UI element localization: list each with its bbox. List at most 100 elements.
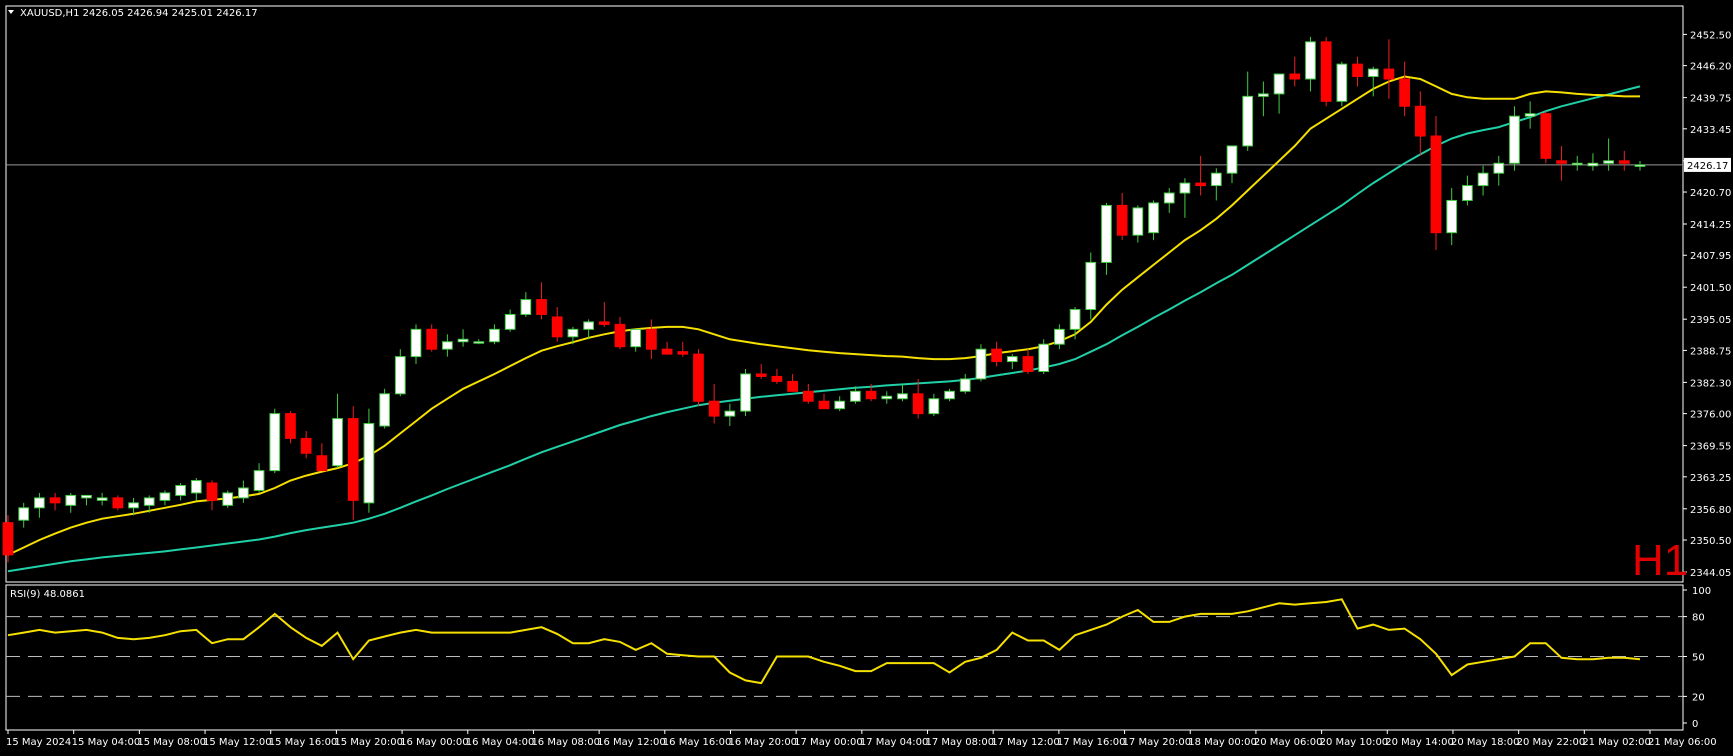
- rsi-header: RSI(9) 48.0861: [10, 589, 85, 600]
- candle-body-bull: [379, 393, 390, 427]
- candle-body-bull: [975, 348, 987, 380]
- slow-moving-average-line: [7, 85, 1641, 573]
- candle-body-bear: [771, 375, 783, 382]
- candle-body-bear: [1352, 63, 1363, 78]
- candle: [646, 319, 657, 360]
- candle: [850, 386, 861, 404]
- moving-averages-layer: [7, 75, 1641, 573]
- candle: [1054, 324, 1065, 350]
- header-dropdown-icon[interactable]: [8, 10, 14, 14]
- x-tick-label: 21 May 02:00: [1582, 737, 1651, 748]
- rsi-tick-label: 20: [1692, 692, 1705, 703]
- y-tick-label: 2414.25: [1690, 220, 1731, 231]
- candle-body-bull: [1258, 93, 1269, 97]
- candle: [677, 341, 689, 357]
- candle-body-bear: [1383, 68, 1395, 80]
- candle: [583, 319, 594, 340]
- candle-body-bull: [630, 328, 642, 348]
- candle: [489, 324, 500, 345]
- x-tick-label: 15 May 04:00: [72, 737, 141, 748]
- timeframe-label: H1: [1632, 536, 1688, 585]
- candle-body-bull: [489, 328, 500, 343]
- candle-body-bull: [1132, 207, 1144, 236]
- candle: [551, 307, 563, 342]
- candle: [1352, 56, 1363, 87]
- candle: [159, 490, 171, 506]
- candle-body-bull: [238, 487, 249, 499]
- candle: [34, 492, 45, 518]
- candle-body-bull: [190, 480, 202, 494]
- candle: [740, 369, 751, 417]
- candle: [222, 490, 234, 508]
- candle: [128, 497, 139, 516]
- x-tick-label: 16 May 16:00: [663, 737, 732, 748]
- candle: [1038, 339, 1050, 374]
- x-tick-label: 15 May 2024: [6, 737, 71, 748]
- candle: [1273, 73, 1285, 114]
- candle-body-bull: [959, 378, 971, 392]
- rsi-tick-label: 0: [1692, 719, 1698, 730]
- candle-body-bull: [1069, 309, 1081, 330]
- candle-body-bull: [1054, 328, 1065, 345]
- candle-body-bull: [1085, 261, 1097, 311]
- x-tick-label: 16 May 08:00: [531, 737, 600, 748]
- candle: [347, 406, 359, 521]
- y-tick-label: 2363.25: [1690, 473, 1731, 484]
- candle: [1509, 106, 1520, 171]
- candle-body-bear: [316, 455, 328, 472]
- candle: [1399, 61, 1410, 117]
- candle-body-bear: [646, 328, 657, 350]
- candle: [143, 495, 155, 513]
- candle: [520, 292, 532, 317]
- candle-body-bull: [1273, 73, 1285, 95]
- rsi-tick-label: 80: [1692, 613, 1705, 624]
- x-tick-label: 17 May 20:00: [1123, 737, 1192, 748]
- candle-body-bear: [708, 400, 720, 417]
- y-tick-label: 2350.50: [1690, 536, 1731, 547]
- candle: [630, 328, 642, 352]
- candle: [457, 329, 469, 347]
- candle: [787, 373, 798, 392]
- candle-body-bull: [1210, 172, 1222, 187]
- candle: [1132, 205, 1144, 243]
- candle-body-bear: [426, 328, 438, 350]
- y-tick-label: 2369.55: [1690, 442, 1731, 453]
- candle: [1226, 145, 1238, 184]
- fast-moving-average-line: [7, 75, 1640, 556]
- candle: [1148, 200, 1159, 241]
- candle: [96, 492, 108, 506]
- candle-body-bear: [1399, 78, 1410, 107]
- candle: [614, 316, 626, 350]
- candle: [1603, 138, 1614, 171]
- candle: [897, 383, 908, 402]
- candle: [928, 393, 940, 417]
- candle: [959, 373, 971, 394]
- x-tick-label: 21 May 06:00: [1648, 737, 1717, 748]
- candle: [865, 383, 877, 402]
- candle: [238, 480, 249, 503]
- candle-body-bull: [520, 299, 532, 315]
- candle: [1462, 175, 1473, 206]
- candle-body-bear: [677, 351, 689, 355]
- candle-body-bull: [1493, 162, 1505, 174]
- candle: [1258, 81, 1269, 117]
- candle: [1634, 161, 1646, 171]
- candles-layer: [2, 36, 1646, 563]
- candle-body-bear: [1022, 356, 1034, 372]
- candle: [253, 463, 265, 493]
- x-tick-label: 16 May 20:00: [728, 737, 797, 748]
- candle-body-bear: [614, 323, 626, 348]
- y-tick-label: 2395.05: [1690, 315, 1731, 326]
- candle-body-bull: [1163, 192, 1175, 204]
- rsi-layer: 100 80 50 20 0: [6, 586, 1711, 730]
- candle-body-bear: [1618, 160, 1630, 164]
- candle-body-bull: [850, 390, 861, 402]
- y-tick-label: 2446.20: [1690, 62, 1731, 73]
- candle: [65, 492, 77, 513]
- candle: [834, 396, 846, 412]
- candle-body-bear: [787, 380, 798, 392]
- candle: [912, 378, 924, 419]
- y-tick-label: 2356.80: [1690, 505, 1731, 516]
